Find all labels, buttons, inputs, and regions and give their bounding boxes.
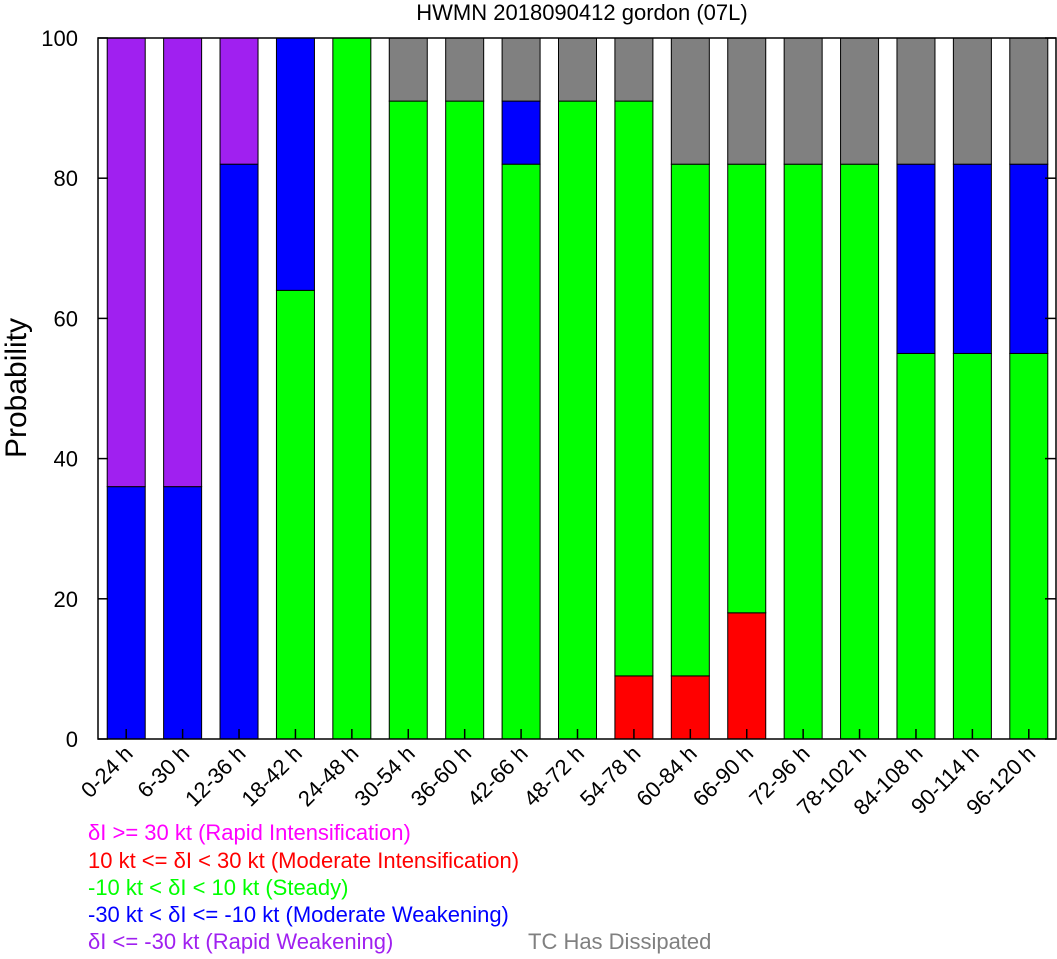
x-tick-label: 36-60 h (406, 741, 476, 811)
legend-entry-steady: -10 kt < δI < 10 kt (Steady) (88, 875, 349, 900)
bar-segment (445, 100, 485, 740)
y-tick-label: 20 (54, 587, 78, 612)
bar-segment (388, 100, 428, 740)
bar-segment (727, 612, 767, 740)
bar-segment (896, 37, 936, 165)
bar-segment (332, 37, 372, 740)
bar-segment (727, 37, 767, 165)
bar-segment (614, 675, 654, 740)
y-axis-label: Probability (0, 318, 33, 458)
bar-segment (501, 37, 541, 102)
x-tick-label: 54-78 h (575, 741, 645, 811)
chart-title: HWMN 2018090412 gordon (07L) (416, 0, 747, 25)
x-tick-label: 66-90 h (688, 741, 758, 811)
y-tick-label: 100 (41, 26, 78, 51)
bar-segment (106, 486, 146, 740)
bars-group (106, 37, 1049, 740)
bar-segment (106, 37, 146, 488)
legend-entry-moderate-intensification: 10 kt <= δI < 30 kt (Moderate Intensific… (88, 848, 520, 873)
bar-segment (896, 163, 936, 354)
x-tick-label: 60-84 h (631, 741, 701, 811)
bar-segment (670, 163, 710, 677)
bar-segment (275, 37, 315, 291)
legend-entry-rapid-weakening: δI <= -30 kt (Rapid Weakening) (88, 929, 394, 954)
x-tick-label: 12-36 h (180, 741, 250, 811)
bar-segment (558, 37, 597, 102)
bar-segment (896, 352, 936, 740)
bar-segment (445, 37, 485, 102)
bar-segment (388, 37, 428, 102)
y-tick-label: 80 (54, 166, 78, 191)
y-tick-label: 0 (66, 727, 78, 752)
y-tick-label: 60 (54, 306, 78, 331)
x-tick-label: 18-42 h (236, 741, 306, 811)
x-tick-label: 42-66 h (462, 741, 532, 811)
bar-segment (783, 163, 823, 740)
y-tick-label: 40 (54, 447, 78, 472)
x-tick-label: 24-48 h (293, 741, 363, 811)
legend-entry-moderate-weakening: -30 kt < δI <= -10 kt (Moderate Weakenin… (88, 902, 509, 927)
bar-segment (219, 37, 259, 165)
bar-segment (275, 289, 315, 740)
x-tick-label: 30-54 h (349, 741, 419, 811)
bar-segment (614, 37, 654, 102)
bar-segment (1009, 352, 1049, 740)
bar-segment (670, 675, 710, 740)
bar-segment (670, 37, 710, 165)
bar-segment (1009, 163, 1049, 354)
bar-segment (501, 100, 541, 165)
bar-segment (840, 37, 880, 165)
bar-segment (952, 163, 992, 354)
bar-segment (727, 163, 767, 614)
bar-segment (163, 37, 203, 488)
x-tick-label: 0-24 h (76, 741, 138, 803)
bar-segment (501, 163, 541, 740)
bar-segment (163, 486, 203, 740)
bar-segment (783, 37, 823, 165)
bar-segment (1009, 37, 1049, 165)
bar-segment (219, 163, 259, 740)
bar-segment (614, 100, 654, 677)
x-tick-label: 48-72 h (519, 741, 589, 811)
legend-entry-rapid-intensification: δI >= 30 kt (Rapid Intensification) (88, 820, 411, 845)
bar-segment (952, 352, 992, 740)
bar-segment (952, 37, 992, 165)
bar-segment (558, 100, 597, 740)
legend-entry-dissipated: TC Has Dissipated (528, 929, 712, 954)
bar-segment (840, 163, 880, 740)
